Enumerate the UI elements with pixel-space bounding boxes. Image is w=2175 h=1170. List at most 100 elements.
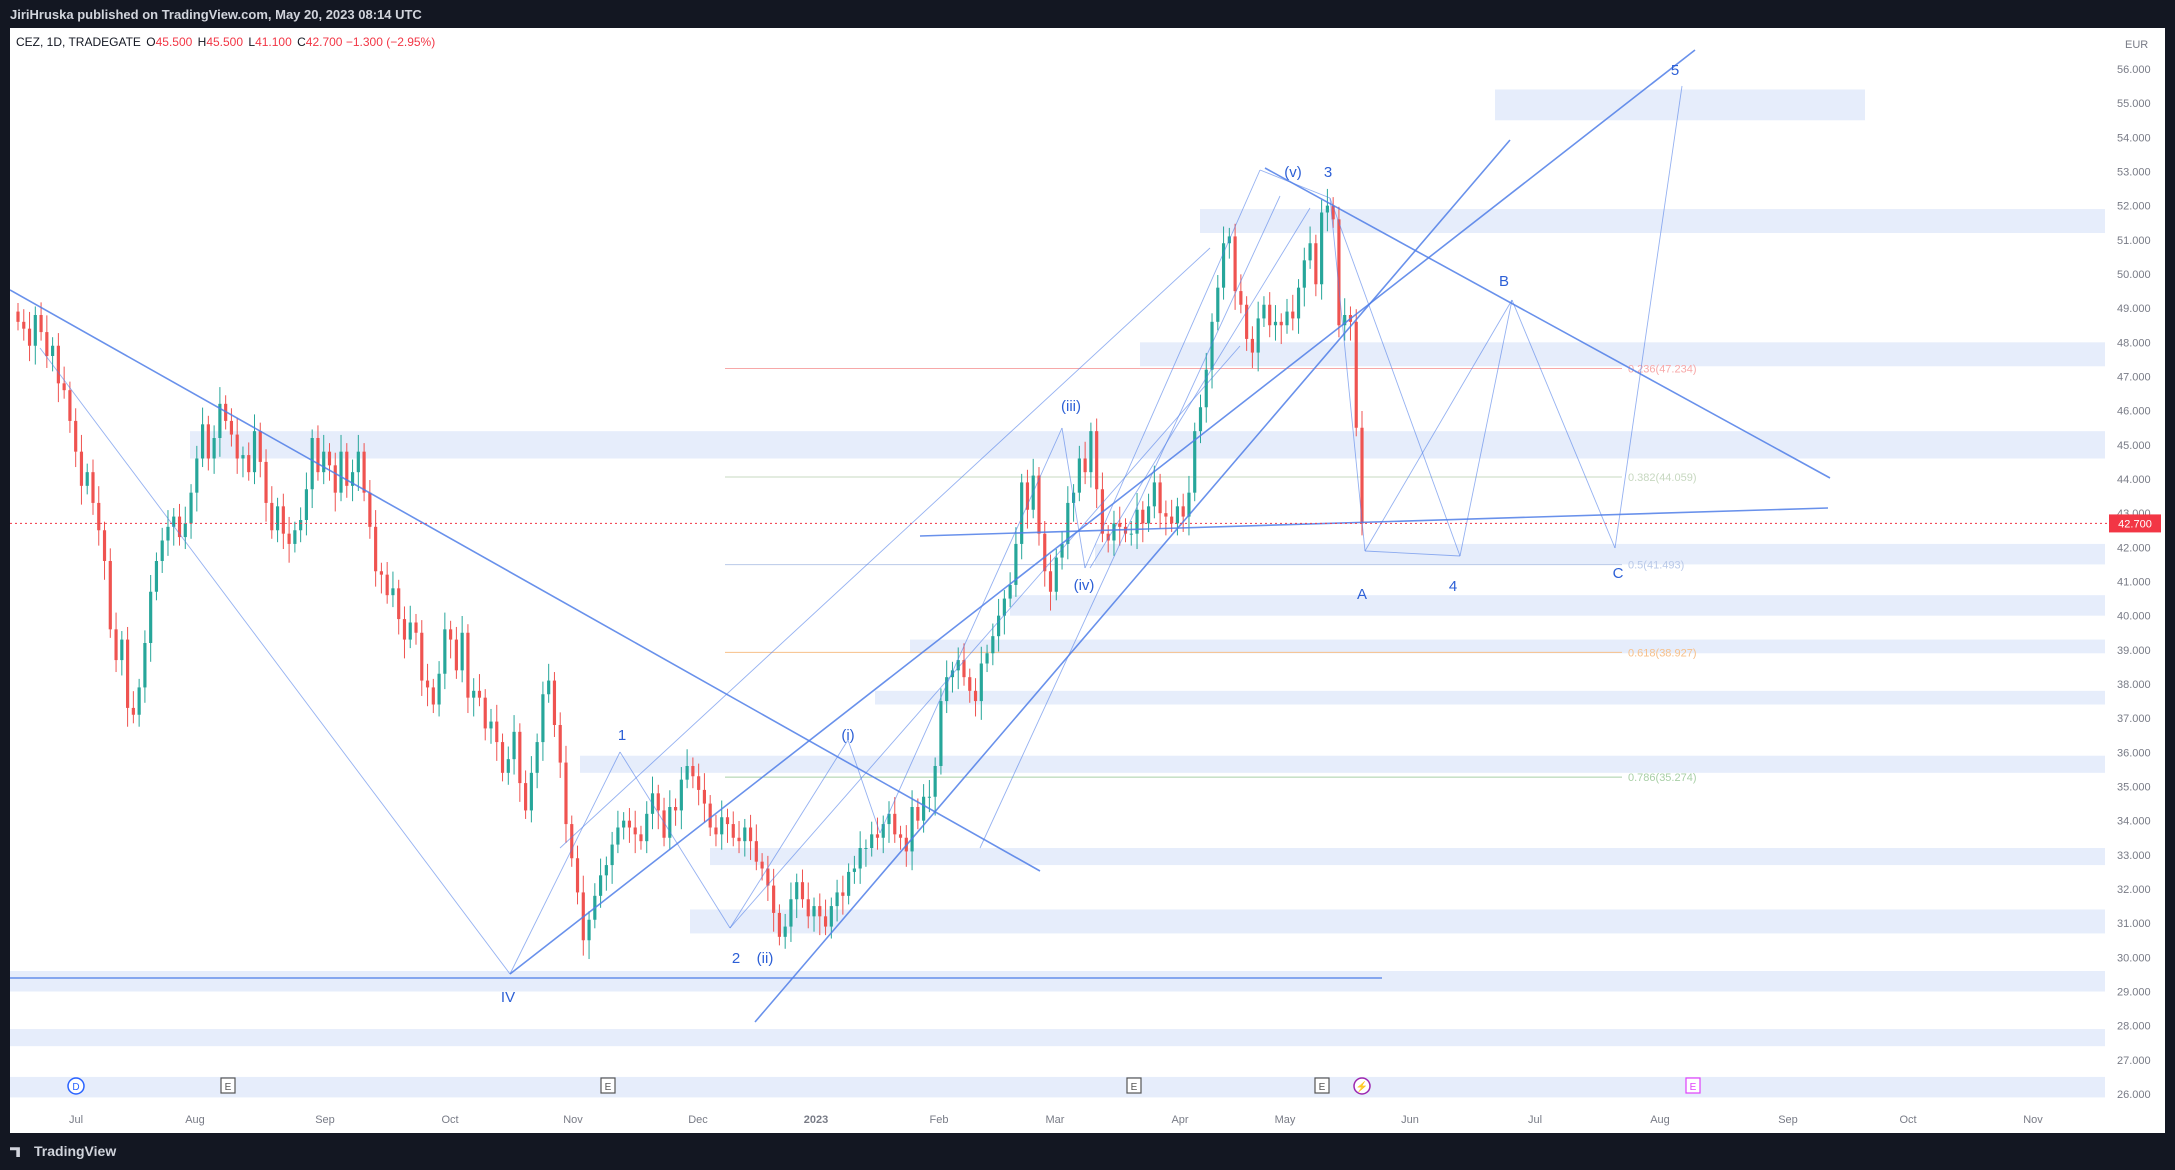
candle-body	[708, 803, 712, 828]
time-tick: Dec	[688, 1114, 708, 1126]
candle-body	[991, 636, 995, 654]
time-tick: Apr	[1171, 1114, 1188, 1126]
zone-band	[1200, 209, 2105, 233]
candle-body	[760, 861, 764, 869]
candle-body	[743, 827, 747, 842]
candle-body	[1285, 311, 1289, 326]
candle-body	[1095, 431, 1099, 490]
price-tick: 53.000	[2117, 167, 2151, 179]
candle-body	[691, 766, 695, 777]
candle-body	[1268, 304, 1272, 326]
marker-letter: E	[605, 1082, 612, 1093]
candle-body	[149, 591, 153, 643]
price-tick: 48.000	[2117, 337, 2151, 349]
candle-body	[1112, 523, 1116, 541]
candle-body	[437, 673, 441, 705]
candle-body	[910, 807, 914, 852]
price-tick: 45.000	[2117, 440, 2151, 452]
candle-body	[1066, 502, 1070, 544]
currency-label: EUR	[2125, 39, 2148, 51]
candle-body	[22, 321, 26, 329]
candle-body	[166, 526, 170, 541]
candle-body	[547, 680, 551, 695]
candle-body	[881, 824, 885, 838]
candle-body	[512, 731, 516, 760]
trend-line	[1061, 427, 1086, 569]
price-tick: 56.000	[2117, 64, 2151, 76]
candle-body	[1175, 506, 1180, 524]
candle-body	[391, 588, 395, 596]
candle-body	[1331, 205, 1335, 220]
candle-body	[172, 516, 176, 527]
trend-line	[879, 427, 1063, 834]
candle-body	[258, 431, 262, 462]
price-tick: 36.000	[2117, 747, 2151, 759]
price-tick: 46.000	[2117, 406, 2151, 418]
candle-body	[645, 813, 649, 842]
price-tick: 37.000	[2117, 713, 2151, 725]
price-tick: 39.000	[2117, 645, 2151, 657]
candle-body	[575, 858, 580, 893]
candle-body	[1308, 243, 1312, 261]
candle-body	[252, 431, 257, 473]
trend-line	[509, 49, 1696, 975]
chart-canvas[interactable]: 0.236(47.234) 0.382(44.059) 0.5(41.493) 0.6…	[10, 28, 2165, 1133]
trend-line	[619, 751, 731, 929]
candle-body	[968, 677, 972, 691]
candle-body	[1273, 321, 1278, 326]
candle-body	[870, 834, 874, 848]
candle-body	[299, 520, 303, 531]
candle-body	[893, 813, 897, 835]
candle-body	[102, 530, 107, 561]
candle-body	[287, 533, 291, 544]
price-tick: 54.000	[2117, 132, 2151, 144]
candle-body	[1233, 236, 1237, 292]
low-value: 41.100	[255, 35, 292, 49]
candle-body	[916, 807, 920, 821]
trend-line	[1459, 299, 1513, 557]
candle-body	[1008, 584, 1012, 599]
candle-body	[1291, 311, 1295, 319]
candle-body	[518, 731, 522, 784]
candle-body	[1037, 475, 1041, 534]
candle-body	[656, 793, 660, 811]
chart-frame[interactable]: 0.236(47.234) 0.382(44.059) 0.5(41.493) 0.6…	[10, 28, 2165, 1133]
candle-body	[495, 721, 499, 743]
tradingview-logo[interactable]: TradingView	[10, 1143, 116, 1159]
trend-line	[39, 347, 511, 975]
candle-body	[327, 451, 332, 466]
price-tick: 42.000	[2117, 542, 2151, 554]
candle-body	[79, 451, 84, 486]
candle-body	[154, 561, 159, 592]
candle-body	[823, 916, 828, 927]
candle-body	[927, 796, 931, 798]
candle-body	[120, 639, 124, 661]
candle-body	[772, 885, 776, 913]
candle-body	[1250, 338, 1254, 353]
candle-body	[56, 345, 60, 384]
candle-body	[27, 328, 32, 346]
candle-body	[466, 632, 470, 698]
candle-body	[1106, 533, 1110, 541]
candle-body	[922, 796, 926, 821]
candle-body	[599, 875, 603, 896]
price-tick: 40.000	[2117, 611, 2151, 623]
price-tick: 30.000	[2117, 952, 2151, 964]
price-tick: 44.000	[2117, 474, 2151, 486]
wave-label: (i)	[841, 727, 854, 744]
wave-label: (iv)	[1074, 577, 1095, 594]
wave-label: C	[1613, 565, 1624, 582]
candle-body	[235, 434, 239, 459]
candle-body	[200, 424, 205, 459]
candle-body	[1187, 492, 1191, 517]
candle-body	[1141, 509, 1145, 524]
candle-body	[137, 687, 141, 715]
candle-body	[206, 424, 210, 459]
candle-body	[333, 465, 337, 493]
time-tick: Jul	[1528, 1114, 1542, 1126]
candle-body	[1158, 482, 1162, 514]
candle-body	[616, 827, 620, 845]
time-tick: Aug	[1650, 1114, 1670, 1126]
candle-body	[1146, 506, 1151, 524]
candle-body	[1325, 205, 1329, 213]
